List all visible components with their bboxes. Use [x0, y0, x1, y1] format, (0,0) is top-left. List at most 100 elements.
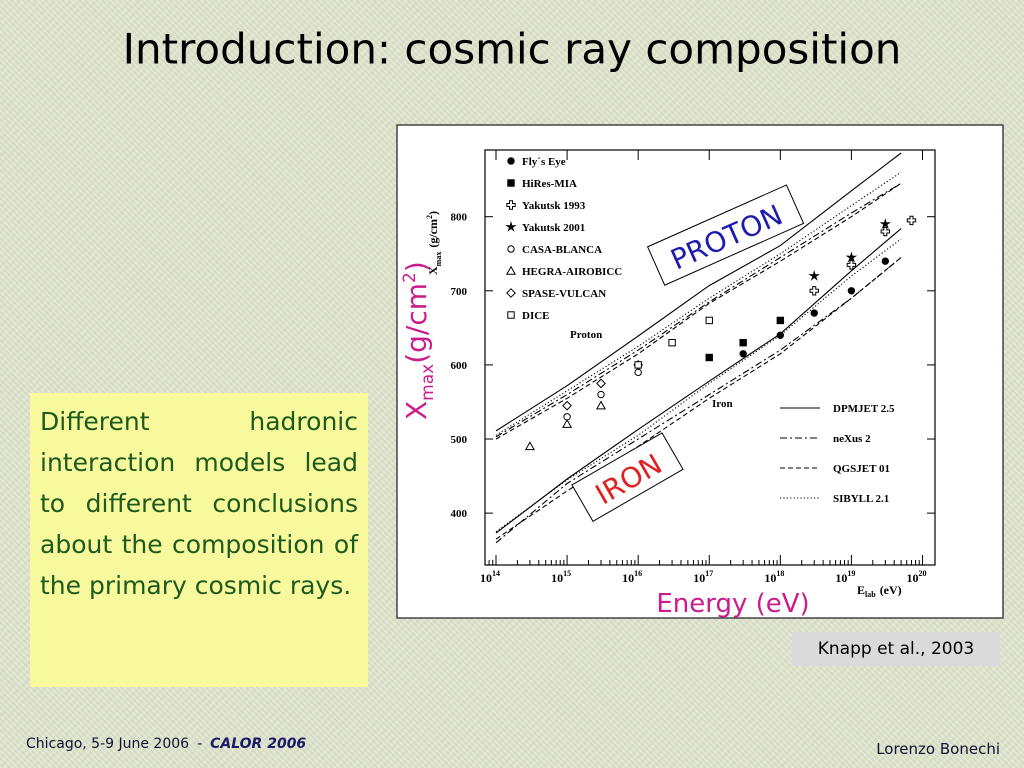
data-point: [881, 257, 890, 265]
x-tick-exponent: 19: [847, 569, 855, 578]
data-point: [810, 309, 818, 317]
model-legend-label: SIBYLL 2.1: [833, 493, 889, 505]
footer-separator: -: [197, 736, 202, 752]
x-tick-exponent: 20: [918, 569, 926, 578]
legend-marker: [507, 179, 515, 187]
overlay-y-label-part: X: [400, 401, 433, 420]
legend-label: Fly´s Eye: [522, 156, 566, 168]
data-point: [739, 338, 747, 347]
legend-marker: [506, 200, 516, 210]
x-tick-exponent: 17: [705, 569, 713, 578]
legend-label: Yakutsk 2001: [522, 222, 585, 234]
text-box: Different hadronic interaction models le…: [30, 393, 368, 687]
proton-box: [646, 184, 805, 286]
legend-label: DICE: [522, 310, 550, 322]
data-point: [776, 316, 785, 325]
footer-place: Chicago, 5-9 June 2006: [26, 736, 189, 752]
overlay-x-label: Energy (eV): [656, 589, 809, 619]
data-point: [562, 418, 573, 428]
figure-frame: [396, 124, 1004, 619]
iron-box: [571, 432, 684, 523]
data-point: [739, 350, 747, 358]
y-tick-label: 700: [451, 286, 468, 298]
legend-label: HiRes-MIA: [522, 178, 577, 190]
data-point: [809, 286, 819, 296]
data-point: [808, 269, 820, 281]
data-point: [705, 353, 713, 362]
y-tick-label: 600: [451, 360, 468, 372]
data-point: [596, 378, 606, 389]
data-point: [562, 400, 572, 411]
x-tick-label: 1017: [693, 569, 713, 585]
x-tick-base: 10: [764, 571, 776, 585]
x-tick-label: 1019: [835, 569, 855, 585]
data-point: [845, 251, 858, 263]
footer-conference: CALOR 2006: [210, 736, 306, 752]
data-point: [524, 441, 535, 451]
legend-label: CASA-BLANCA: [522, 244, 602, 256]
x-axis-title-part: (eV): [880, 583, 902, 597]
y-axis-title-part: max: [434, 252, 443, 267]
legend-marker: [505, 265, 517, 275]
data-point: [597, 390, 605, 399]
data-point: [906, 215, 917, 226]
legend-label: Yakutsk 1993: [522, 200, 586, 212]
data-point: [668, 338, 676, 347]
legend-marker: [506, 288, 516, 298]
legend-marker: [507, 245, 515, 253]
x-tick-label: 1016: [622, 569, 642, 585]
model-legend-label: QGSJET 01: [833, 463, 890, 475]
data-point: [880, 226, 891, 237]
x-axis-title: Elab (eV): [857, 583, 902, 599]
y-axis-title-part: ): [426, 211, 440, 215]
x-tick-exponent: 18: [776, 569, 784, 578]
legend-label: HEGRA-AIROBICC: [522, 266, 622, 278]
legend-marker: [505, 220, 517, 232]
y-axis-title: Xmax (g/cm2): [425, 211, 443, 275]
data-point: [705, 316, 713, 325]
data-point: [879, 218, 891, 230]
data-point: [846, 260, 857, 270]
overlay-y-label: Xmax(g/cm2): [400, 261, 438, 420]
legend-marker: [507, 311, 515, 319]
footer-left: Chicago, 5-9 June 2006- CALOR 2006: [26, 736, 306, 752]
x-tick-label: 1015: [551, 569, 571, 585]
x-tick-base: 10: [480, 571, 492, 585]
x-tick-base: 10: [835, 571, 847, 585]
data-point: [595, 400, 607, 410]
data-point: [847, 287, 856, 295]
citation: Knapp et al., 2003: [792, 632, 1000, 666]
x-tick-label: 1018: [764, 569, 784, 585]
x-tick-exponent: 15: [563, 569, 571, 578]
y-tick-label: 500: [451, 434, 468, 446]
plot-frame: [484, 149, 936, 566]
model-legend-label: neXus 2: [833, 433, 871, 445]
legend-marker: [507, 157, 515, 165]
annotation-iron: Iron: [712, 398, 733, 410]
y-axis-title-part: (g/cm: [426, 219, 440, 248]
x-tick-base: 10: [693, 571, 705, 585]
y-axis-title-part: 2: [425, 215, 434, 219]
y-tick-label: 400: [451, 508, 468, 520]
slide-title: Introduction: cosmic ray composition: [123, 25, 902, 74]
y-axis-title-part: X: [426, 266, 440, 275]
model-legend-label: DPMJET 2.5: [833, 403, 895, 415]
x-axis-title-part: E: [857, 583, 865, 597]
x-tick-base: 10: [906, 571, 918, 585]
x-tick-label: 1020: [906, 569, 926, 585]
footer-author: Lorenzo Bonechi: [876, 740, 1000, 758]
x-axis-title-part: lab: [865, 590, 876, 599]
model-line: [495, 182, 902, 440]
annotation-proton: Proton: [570, 329, 602, 341]
overlay-y-label-part: max: [418, 364, 438, 401]
data-point: [776, 331, 785, 339]
x-tick-base: 10: [622, 571, 634, 585]
overlay-y-label-part: 2: [400, 272, 420, 283]
x-tick-exponent: 16: [634, 569, 642, 578]
data-point: [634, 361, 642, 369]
x-tick-base: 10: [551, 571, 563, 585]
